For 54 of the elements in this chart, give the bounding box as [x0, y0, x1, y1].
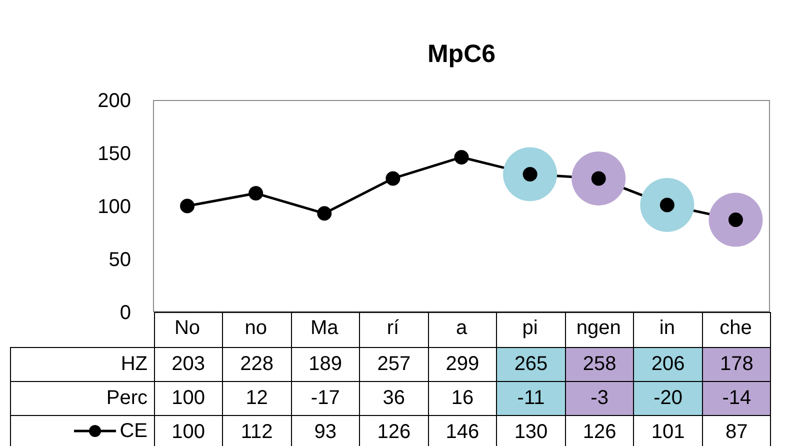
text: -3 [590, 386, 608, 408]
text: 189 [308, 352, 342, 374]
x-tick-label: a [456, 317, 468, 340]
x-tick-label: Ma [310, 317, 340, 340]
y-tick-label: 100 [98, 196, 131, 218]
point [503, 147, 558, 202]
point [572, 151, 626, 206]
text: 100 [172, 386, 205, 408]
text: 206 [651, 352, 685, 374]
text: -20 [654, 386, 683, 408]
text: 228 [240, 352, 274, 374]
data-label: 146 [428, 415, 497, 446]
legend-label: CE [118, 420, 148, 443]
legend-label: Perc [10, 381, 154, 415]
y-tick-label: 50 [108, 249, 131, 272]
data-label: 93 [291, 415, 360, 446]
point [454, 150, 469, 164]
text: 265 [514, 352, 548, 374]
text: 36 [382, 386, 406, 408]
y-tick-label: 150 [98, 143, 131, 166]
point [317, 206, 332, 221]
x-tick-label: No [174, 317, 200, 340]
data-label: 87 [702, 415, 771, 446]
text: 203 [172, 352, 205, 374]
x-tick-label: che [720, 317, 752, 340]
text: -17 [310, 386, 340, 408]
point [640, 178, 694, 232]
data-label: 112 [222, 415, 292, 446]
x-tick-label: rí [386, 317, 400, 340]
data-label: 126 [565, 415, 634, 446]
text: 258 [582, 352, 616, 374]
data-label: 130 [496, 415, 566, 446]
y-tick-label: 200 [98, 90, 131, 112]
data-label: 101 [634, 415, 702, 446]
data-label: 100 [154, 415, 223, 446]
x-tick-label: ngen [576, 317, 621, 340]
data-label: 126 [360, 415, 428, 446]
y-tick-label: 0 [120, 302, 131, 324]
legend-label: HZ [10, 347, 154, 381]
text: 299 [446, 352, 480, 374]
point [708, 192, 763, 247]
x-tick-label: pi [522, 317, 538, 340]
text: -11 [517, 386, 545, 408]
x-tick-label: in [659, 317, 675, 340]
text: 178 [720, 352, 754, 374]
text: -14 [722, 386, 752, 408]
point [386, 171, 400, 186]
point [180, 198, 195, 214]
point [248, 186, 264, 201]
x-tick-label: no [244, 317, 267, 340]
text: 16 [451, 386, 474, 408]
text: 257 [377, 352, 411, 374]
chart-title: MpC6 [426, 40, 497, 69]
text: 12 [246, 386, 268, 408]
